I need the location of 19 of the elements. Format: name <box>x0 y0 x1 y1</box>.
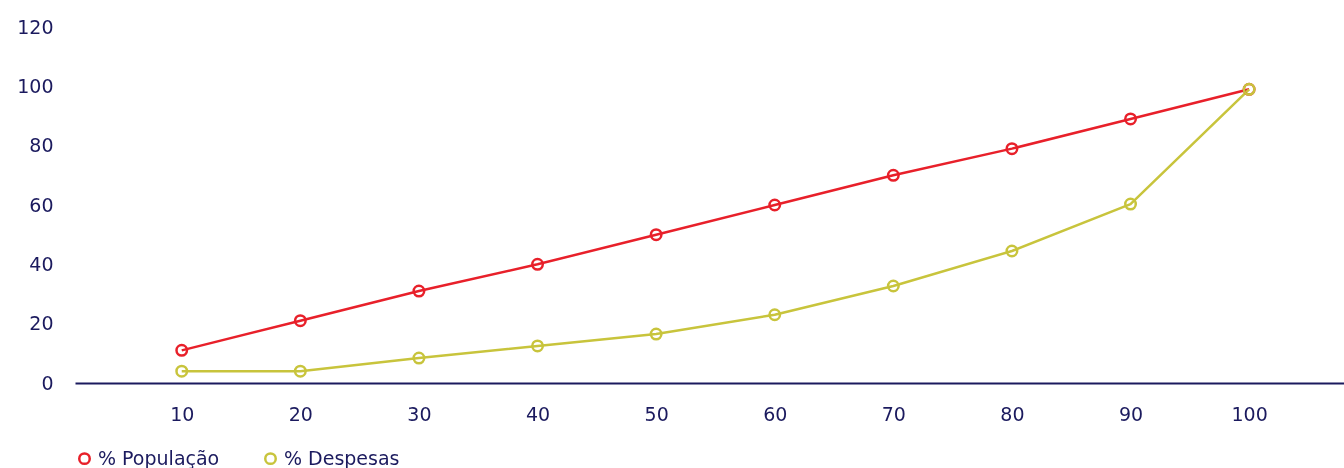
y-tick-label: 120 <box>17 15 54 38</box>
legend-label: % Despesas <box>284 446 400 468</box>
y-tick-label: 0 <box>41 371 54 394</box>
x-tick-label: 10 <box>170 402 195 425</box>
x-tick-label: 70 <box>881 402 906 425</box>
x-tick-label: 50 <box>644 402 669 425</box>
y-tick-label: 100 <box>17 74 54 97</box>
x-tick-label: 60 <box>763 402 788 425</box>
legend-label: % População <box>98 446 220 468</box>
y-tick-label: 80 <box>29 134 54 157</box>
x-tick-label: 80 <box>1000 402 1025 425</box>
x-tick-label: 30 <box>407 402 432 425</box>
x-tick-label: 90 <box>1118 402 1144 425</box>
x-tick-label: 20 <box>288 402 313 425</box>
y-tick-label: 60 <box>29 193 54 216</box>
y-tick-label: 40 <box>29 252 54 275</box>
y-tick-label: 20 <box>29 312 54 335</box>
x-tick-label: 100 <box>1231 402 1268 425</box>
x-tick-label: 40 <box>525 402 551 425</box>
